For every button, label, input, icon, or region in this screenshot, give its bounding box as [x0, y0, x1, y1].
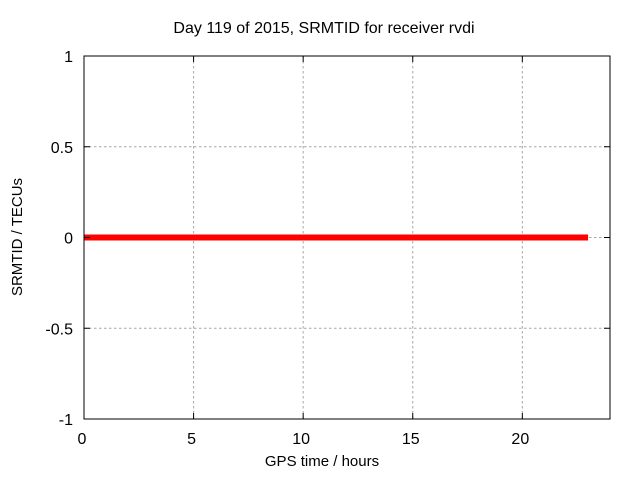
y-tick-label: 0 — [64, 231, 73, 248]
plot-area: 0 5 10 15 20 -1 -0.5 0 0.5 1 — [45, 49, 611, 448]
y-tick-label: 1 — [64, 49, 73, 66]
y-tick-label: 0.5 — [51, 140, 73, 157]
x-tick-label: 0 — [78, 431, 87, 448]
y-tick-label: -0.5 — [45, 321, 73, 338]
x-tick-label: 10 — [292, 431, 310, 448]
x-tick-label: 5 — [187, 431, 196, 448]
x-tick-label: 15 — [402, 431, 420, 448]
y-axis-label: SRMTID / TECUs — [9, 178, 26, 296]
chart-title: Day 119 of 2015, SRMTID for receiver rvd… — [173, 20, 474, 37]
x-tick-label: 20 — [511, 431, 529, 448]
y-tick-label: -1 — [59, 412, 73, 429]
x-axis-label: GPS time / hours — [265, 453, 379, 470]
